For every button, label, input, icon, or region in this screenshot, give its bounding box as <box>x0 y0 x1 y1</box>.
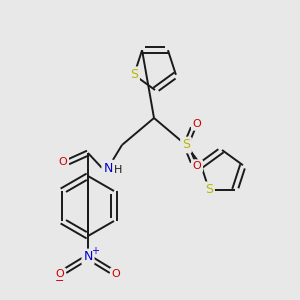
Text: N: N <box>83 250 93 263</box>
Text: N: N <box>103 161 113 175</box>
Text: S: S <box>205 183 213 196</box>
Text: S: S <box>182 139 190 152</box>
Text: O: O <box>193 161 201 171</box>
Text: −: − <box>55 276 65 286</box>
Text: O: O <box>193 119 201 129</box>
Text: S: S <box>130 68 138 81</box>
Text: H: H <box>114 165 122 175</box>
Text: O: O <box>112 269 120 279</box>
Text: +: + <box>91 246 99 256</box>
Text: O: O <box>58 157 68 167</box>
Text: O: O <box>56 269 64 279</box>
